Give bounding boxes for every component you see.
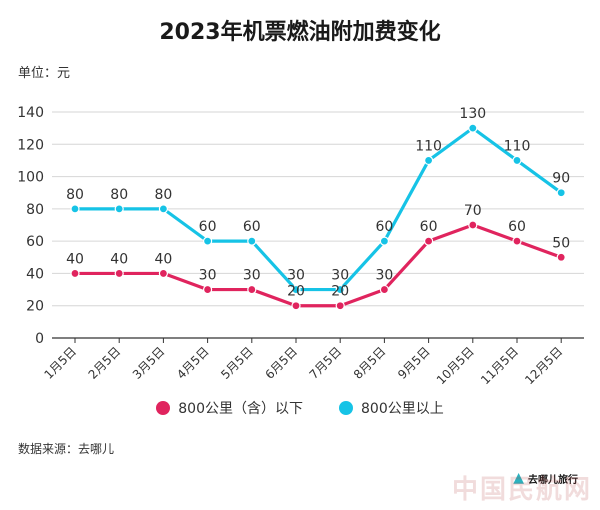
logo: ▲ 去哪儿旅行 [513, 470, 578, 486]
data-point-s0-10 [512, 236, 522, 246]
x-tick-label-10: 11月5日 [478, 344, 521, 387]
legend-label-short-haul: 800公里（含）以下 [178, 401, 303, 417]
y-tick-label-60: 60 [26, 234, 44, 250]
data-point-s1-6 [335, 284, 345, 295]
legend-marker-short-haul [156, 401, 171, 415]
x-tick-label-2: 3月5日 [130, 344, 168, 382]
data-point-s1-5 [291, 284, 301, 295]
y-tick-label-120: 120 [17, 137, 44, 153]
data-point-s1-4 [247, 236, 257, 246]
data-label-s0-4: 30 [243, 268, 261, 284]
data-label-s1-10: 110 [504, 138, 531, 154]
data-point-s1-7 [379, 236, 389, 246]
x-tick-label-7: 8月5日 [351, 344, 389, 382]
data-label-s0-9: 70 [464, 203, 482, 219]
x-tick-label-1: 2月5日 [86, 344, 124, 382]
legend: 800公里（含）以下 800公里以上 [0, 398, 600, 418]
data-label-s1-7: 60 [375, 219, 393, 235]
data-point-s0-0 [70, 268, 80, 279]
x-tick-label-0: 1月5日 [41, 344, 79, 382]
data-point-s1-10 [512, 155, 522, 166]
unit-label: 单位：元 [18, 66, 71, 81]
data-label-s0-5: 20 [287, 284, 305, 300]
data-point-s1-2 [158, 204, 168, 214]
legend-marker-long-haul [339, 401, 353, 415]
data-point-s0-1 [114, 268, 124, 279]
data-point-s0-2 [158, 268, 168, 279]
data-label-s0-1: 40 [110, 251, 128, 267]
data-point-s0-7 [379, 284, 389, 295]
data-point-s1-3 [203, 236, 213, 246]
y-tick-label-140: 140 [17, 105, 44, 121]
data-point-s1-8 [424, 155, 434, 166]
data-point-s0-6 [335, 301, 345, 311]
series-line-1 [75, 126, 563, 292]
data-point-s1-11 [556, 188, 566, 198]
y-tick-label-20: 20 [26, 299, 44, 315]
data-label-s1-2: 80 [154, 187, 172, 203]
data-point-s0-11 [556, 252, 566, 262]
watermark: 中国民航网 [451, 475, 592, 505]
data-label-s0-3: 30 [199, 268, 217, 284]
data-point-s1-1 [114, 204, 124, 214]
data-point-s1-0 [70, 204, 80, 214]
data-label-s1-3: 60 [199, 219, 217, 235]
y-tick-label-80: 80 [26, 202, 44, 218]
y-tick-label-40: 40 [26, 266, 44, 282]
camel-icon: ▲ [513, 470, 524, 486]
legend-item-long-haul: 800公里以上 [339, 398, 444, 418]
data-point-s0-5 [291, 301, 301, 311]
data-point-s0-9 [468, 220, 478, 230]
data-label-s1-6: 30 [331, 268, 349, 284]
data-label-s0-11: 50 [552, 235, 570, 251]
data-label-s0-8: 60 [420, 219, 438, 235]
data-point-s0-8 [424, 236, 434, 246]
x-tick-label-9: 10月5日 [434, 344, 477, 387]
data-label-s1-0: 80 [66, 187, 84, 203]
data-source: 数据来源：去哪儿 [18, 442, 115, 456]
data-label-s1-9: 130 [459, 106, 486, 122]
x-tick-label-4: 5月5日 [218, 344, 256, 382]
series-line-0 [75, 223, 562, 308]
data-label-s0-2: 40 [154, 251, 172, 267]
y-tick-label-0: 0 [35, 331, 44, 347]
chart-title: 2023年机票燃油附加费变化 [159, 20, 441, 45]
data-label-s1-1: 80 [110, 187, 128, 203]
data-point-s1-9 [468, 123, 478, 133]
data-point-s0-3 [203, 284, 213, 295]
data-label-s0-10: 60 [508, 219, 526, 235]
data-label-s1-5: 30 [287, 268, 305, 284]
y-tick-label-100: 100 [17, 170, 44, 186]
x-tick-label-5: 6月5日 [262, 344, 300, 382]
data-label-s0-0: 40 [66, 251, 84, 267]
legend-item-short-haul: 800公里（含）以下 [156, 398, 303, 418]
x-tick-label-3: 4月5日 [174, 344, 212, 382]
data-label-s0-6: 20 [331, 284, 349, 300]
x-tick-label-8: 9月5日 [395, 344, 433, 382]
data-point-s0-4 [247, 284, 257, 295]
x-tick-label-11: 12月5日 [522, 344, 565, 387]
data-label-s1-8: 110 [415, 138, 442, 154]
x-tick-label-6: 7月5日 [307, 344, 345, 382]
line-chart: 0 20 40 60 80 100 120 140 1月5日 2月5日 3月5日 4月5日 5月5日 6月… [17, 105, 584, 387]
data-label-s1-11: 90 [552, 171, 570, 187]
logo-text: 去哪儿旅行 [528, 474, 578, 486]
data-label-s0-7: 30 [375, 268, 393, 284]
legend-label-long-haul: 800公里以上 [361, 401, 444, 417]
data-label-s1-4: 60 [243, 219, 261, 235]
